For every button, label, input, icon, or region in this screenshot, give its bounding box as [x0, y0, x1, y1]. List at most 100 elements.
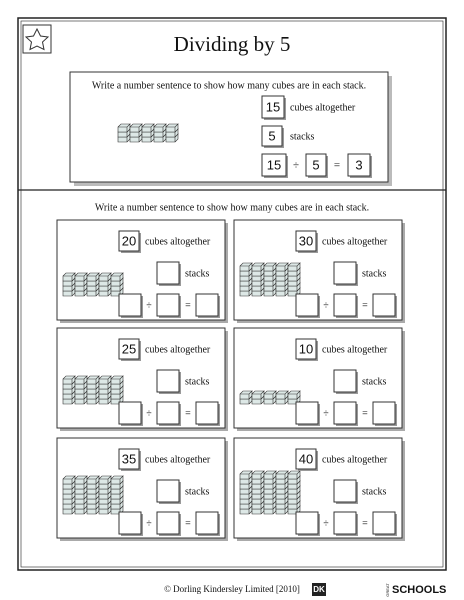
page-border-inner [20, 20, 444, 568]
divide-sign: ÷ [323, 300, 329, 311]
answer-box [372, 511, 396, 535]
stacks-label: stacks [290, 131, 315, 142]
cube [239, 262, 253, 272]
brand: SCHOOLS [392, 584, 446, 596]
cube [287, 262, 301, 272]
example-stacks-box-text: 5 [268, 128, 275, 143]
total-box [295, 230, 317, 252]
cube [275, 390, 289, 400]
example-total-box-text: 15 [266, 99, 280, 114]
cube [86, 375, 100, 385]
cube [86, 272, 100, 282]
answer-box [333, 261, 357, 285]
answer-box [333, 401, 357, 425]
example-instruction: Write a number sentence to show how many… [92, 80, 366, 91]
total-label: cubes altogether [322, 236, 388, 247]
cube [153, 123, 167, 133]
cube [74, 375, 88, 385]
title: Dividing by 5 [174, 32, 291, 56]
total-label: cubes altogether [290, 102, 356, 113]
dividend-box [261, 153, 287, 177]
cube [165, 123, 179, 133]
cube [239, 470, 253, 480]
cube [251, 262, 265, 272]
cube [251, 390, 265, 400]
cube [62, 375, 76, 385]
cube [239, 390, 253, 400]
answer-box [118, 401, 142, 425]
answer-box [333, 293, 357, 317]
cube [129, 123, 143, 133]
total-label: cubes altogether [322, 454, 388, 465]
stacks-label: stacks [185, 268, 210, 279]
total-box [295, 448, 317, 470]
answer-box [156, 511, 180, 535]
equals-sign: = [185, 300, 191, 311]
equals-sign: = [362, 300, 368, 311]
answer-box [333, 511, 357, 535]
cube [263, 470, 277, 480]
cube [287, 390, 301, 400]
divide-sign: ÷ [146, 300, 152, 311]
cube [275, 262, 289, 272]
answer-box [156, 261, 180, 285]
answer-box [118, 511, 142, 535]
equals-sign: = [334, 160, 340, 172]
quotient-box-text: 3 [355, 157, 362, 172]
stacks-label: stacks [185, 376, 210, 387]
total-label: cubes altogether [145, 454, 211, 465]
divide-sign: ÷ [146, 518, 152, 529]
answer-box [295, 511, 319, 535]
total-box-text: 25 [122, 341, 136, 356]
cube [98, 475, 112, 485]
dividend-box-text: 15 [267, 157, 281, 172]
copyright: © Dorling Kindersley Limited [2010] [164, 584, 300, 594]
total-box-text: 35 [122, 451, 136, 466]
cube [141, 123, 155, 133]
example-total-box [261, 95, 285, 119]
answer-box [295, 293, 319, 317]
star-icon [24, 27, 50, 51]
stacks-label: stacks [185, 486, 210, 497]
total-box-text: 10 [299, 341, 313, 356]
answer-box [195, 401, 219, 425]
total-box [118, 338, 140, 360]
page-border [17, 17, 447, 571]
answer-box [372, 401, 396, 425]
answer-box [195, 511, 219, 535]
cube [275, 470, 289, 480]
cube [62, 272, 76, 282]
total-box [295, 338, 317, 360]
answer-box [333, 479, 357, 503]
total-box [118, 230, 140, 252]
equals-sign: = [362, 408, 368, 419]
logo-bg [312, 583, 326, 596]
cube [110, 475, 124, 485]
total-label: cubes altogether [322, 344, 388, 355]
total-label: cubes altogether [145, 236, 211, 247]
divisor-box [305, 153, 327, 177]
cube [110, 375, 124, 385]
divide-sign: ÷ [323, 408, 329, 419]
answer-box [156, 293, 180, 317]
answer-box [295, 401, 319, 425]
cube [117, 123, 131, 133]
total-box [118, 448, 140, 470]
total-box-text: 40 [299, 451, 313, 466]
divisor-box-text: 5 [312, 157, 319, 172]
equals-sign: = [362, 518, 368, 529]
divide-sign: ÷ [323, 518, 329, 529]
total-box-text: 20 [122, 233, 136, 248]
stacks-label: stacks [362, 268, 387, 279]
example-stacks-box [261, 125, 283, 147]
stacks-label: stacks [362, 376, 387, 387]
answer-box [333, 369, 357, 393]
answer-box [156, 369, 180, 393]
divide-sign: ÷ [146, 408, 152, 419]
cube [98, 375, 112, 385]
equals-sign: = [185, 408, 191, 419]
cube [263, 390, 277, 400]
brand-small: GREAT [385, 583, 390, 597]
cube [74, 475, 88, 485]
